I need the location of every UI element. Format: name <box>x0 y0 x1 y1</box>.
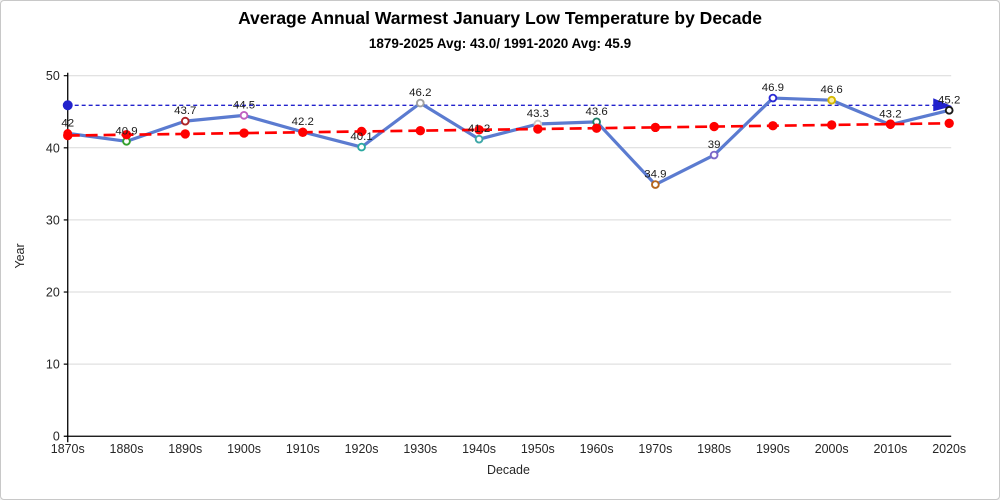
y-tick-label: 10 <box>46 358 60 372</box>
trend-point-marker <box>944 118 954 128</box>
data-point-marker <box>180 116 190 126</box>
x-tick-label: 1900s <box>227 442 261 456</box>
trend-point-marker <box>533 124 543 134</box>
trend-point-marker <box>591 123 602 133</box>
x-tick-label: 1890s <box>168 442 202 456</box>
data-point-marker <box>709 150 719 160</box>
data-label: 43.2 <box>879 109 901 121</box>
x-tick-label: 1990s <box>756 442 790 456</box>
y-tick-label: 20 <box>46 286 60 300</box>
trend-point-marker <box>415 125 426 136</box>
x-tick-label: 1880s <box>110 442 144 456</box>
y-axis-title: Year <box>13 243 27 268</box>
trend-point-marker <box>356 126 367 137</box>
trend-point-marker <box>63 130 73 141</box>
trend-point-marker <box>474 125 484 135</box>
x-tick-label: 1940s <box>462 442 496 456</box>
data-label: 41.2 <box>468 123 490 135</box>
reference-line-arrow <box>933 98 953 112</box>
data-point-marker <box>357 142 366 152</box>
x-tick-label: 1950s <box>521 442 555 456</box>
data-point-marker <box>827 95 837 105</box>
data-label: 40.9 <box>115 125 137 137</box>
trend-point-marker <box>121 130 132 140</box>
reference-line-start-dot <box>62 100 73 111</box>
trend-point-marker <box>239 128 249 138</box>
x-axis-title: Decade <box>487 463 530 477</box>
data-label: 34.9 <box>644 169 666 181</box>
x-tick-label: 2010s <box>873 442 907 456</box>
x-tick-label: 1910s <box>286 442 320 456</box>
y-tick-label: 30 <box>46 213 60 227</box>
data-label: 44.5 <box>233 99 255 111</box>
data-label: 39 <box>708 139 721 151</box>
data-point-marker <box>474 134 484 144</box>
data-point-marker <box>415 98 425 108</box>
trend-point-marker <box>298 127 308 137</box>
x-tick-label: 1980s <box>697 442 731 456</box>
x-tick-label: 1930s <box>403 442 437 456</box>
trend-point-marker <box>709 121 719 132</box>
data-label: 43.3 <box>527 108 549 120</box>
data-label: 46.9 <box>762 82 784 94</box>
data-point-marker <box>651 180 660 189</box>
x-tick-label: 1970s <box>638 442 672 456</box>
data-point-marker <box>239 111 249 120</box>
data-label: 46.2 <box>409 87 431 99</box>
trend-point-marker <box>650 122 661 133</box>
x-tick-label: 1870s <box>51 442 85 456</box>
data-label: 45.2 <box>938 94 960 106</box>
y-tick-label: 40 <box>46 141 60 155</box>
temperature-series-line <box>66 96 951 187</box>
x-tick-label: 2000s <box>815 442 849 456</box>
trend-line <box>67 121 950 137</box>
data-label: 46.6 <box>821 84 843 96</box>
data-label: 42.2 <box>292 116 314 128</box>
data-point-marker <box>768 93 778 103</box>
chart-title: Average Annual Warmest January Low Tempe… <box>238 8 762 28</box>
trend-point-marker <box>885 119 896 129</box>
y-tick-label: 0 <box>53 430 60 444</box>
chart-subtitle: 1879-2025 Avg: 43.0/ 1991-2020 Avg: 45.9 <box>368 36 632 51</box>
data-label: 40.1 <box>350 131 372 143</box>
trend-point-marker <box>826 120 837 130</box>
x-tick-label: 1920s <box>345 442 379 456</box>
x-tick-label: 1960s <box>580 442 614 456</box>
x-tick-label: 2020s <box>932 442 966 456</box>
data-label: 43.6 <box>585 106 607 118</box>
trend-point-marker <box>180 129 190 139</box>
trend-point-marker <box>768 121 778 131</box>
data-label: 42 <box>61 117 74 129</box>
data-point-marker <box>944 105 954 115</box>
y-tick-label: 50 <box>46 69 60 83</box>
data-label: 43.7 <box>174 105 196 117</box>
